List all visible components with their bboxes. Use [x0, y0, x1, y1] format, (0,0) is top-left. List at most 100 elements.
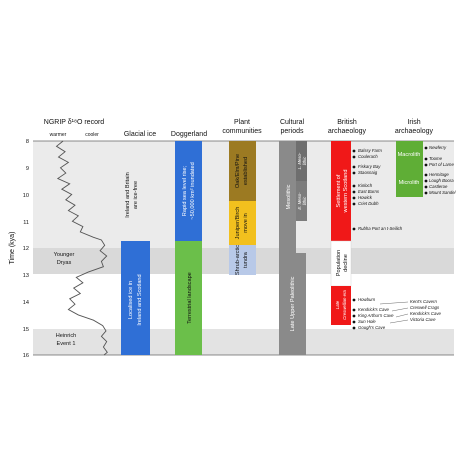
british-site-label: Howick — [358, 195, 373, 200]
cave-link-line — [389, 319, 409, 324]
cave-site-label: Kent's Cavern — [410, 299, 437, 304]
cave-link-line — [391, 307, 409, 312]
cave-link-line — [379, 301, 409, 305]
british-header-line2: archaeology — [328, 128, 367, 135]
y-tick-label: 15 — [23, 327, 29, 333]
site-marker-icon — [352, 320, 356, 324]
site-marker-icon — [352, 227, 356, 231]
site-marker-icon — [352, 190, 356, 194]
british-site-label: Gough's Cave — [358, 325, 386, 330]
irish-header-line2: archaeology — [395, 128, 434, 135]
ngrip-isotope-curve — [55, 140, 108, 356]
juniper-label-line2: move in — [243, 213, 249, 233]
mesolithic-bar — [279, 141, 296, 253]
site-marker-icon — [424, 179, 428, 183]
l-meso-label-line2: lithic — [302, 156, 307, 165]
oak-elm-pine-bar — [229, 141, 256, 201]
microlith-bar — [396, 167, 423, 197]
localised-ice-label-line2: Ireland and Scotland — [137, 274, 143, 325]
site-marker-icon — [352, 184, 356, 188]
cave-site-label: Victoria Cave — [410, 317, 436, 322]
site-marker-icon — [424, 146, 428, 150]
british-site-label: Criet Dubh — [358, 201, 379, 206]
l-meso-label-line1: L. Meso- — [297, 152, 302, 169]
irish-sites: Newferry Toome Port of Larne Hermitage L… — [424, 145, 457, 195]
y-tick-label: 9 — [26, 166, 29, 172]
site-marker-icon — [424, 163, 428, 167]
ice-free-label-line1: Ireland and Britain — [125, 172, 131, 217]
lupper-label: Late Upper Paleolithic — [290, 276, 296, 331]
oak-label-line1: Oak/Elm/Pine — [235, 154, 241, 188]
cave-sites: Kent's Cavern Creswell Crags Kendrick's … — [379, 299, 442, 324]
cave-link-line — [395, 313, 409, 318]
y-tick-label: 11 — [23, 220, 29, 226]
site-marker-icon — [424, 157, 428, 161]
decline-label-line1: Population — [336, 250, 342, 276]
british-sites: Balssy Farm Coulerach Fiskary Bay Staosn… — [352, 148, 403, 330]
ngrip-header: NGRIP δ¹⁸O record — [44, 119, 105, 126]
cooler-label: cooler — [85, 132, 99, 138]
site-marker-icon — [424, 185, 428, 189]
site-marker-icon — [352, 155, 356, 159]
shrub-label-line2: tundra — [243, 251, 249, 268]
cultural-header-line1: Cultural — [280, 119, 305, 126]
settlement-label-line1: Settlement of — [336, 174, 342, 207]
creswellian-label-line1: Late — [335, 300, 340, 309]
microlith-label: Microlith — [399, 180, 420, 186]
cave-site-label: Kendrick's Cave — [410, 311, 442, 316]
oak-label-line2: established — [243, 157, 249, 185]
british-site-label: Coulerach — [358, 154, 378, 159]
site-marker-icon — [352, 308, 356, 312]
irish-header-line1: Irish — [407, 119, 420, 126]
e-meso-label-line1: E. Meso- — [297, 192, 302, 210]
juniper-birch-bar — [229, 201, 256, 245]
localised-ice-label-line1: Localised ice in — [128, 281, 134, 319]
british-header-line1: British — [337, 119, 357, 126]
y-tick-label: 12 — [23, 246, 29, 252]
british-site-label: East Barns — [358, 189, 380, 194]
y-axis-label: Time (kya) — [9, 232, 16, 265]
site-marker-icon — [424, 173, 428, 177]
sea-level-label-line1: Rapid sea level rise; — [182, 165, 188, 216]
e-meso-label-line2: lithic — [302, 196, 307, 205]
irish-site-label: Mount Sandel — [429, 190, 457, 195]
terrestrial-landscape-label: Terrestrial landscape — [187, 272, 193, 324]
y-tick-label: 8 — [26, 139, 29, 145]
site-marker-icon — [352, 149, 356, 153]
e-meso-bar — [296, 181, 307, 221]
irish-site-label: Port of Larne — [429, 162, 454, 167]
y-tick-label: 13 — [23, 273, 29, 279]
decline-label-line2: decline — [343, 254, 349, 272]
cave-site-label: Creswell Crags — [410, 305, 440, 310]
shrub-label-line1: Shrub-arctic — [235, 245, 241, 275]
y-tick-label: 16 — [23, 353, 29, 359]
british-site-label: Staosnaig — [358, 170, 378, 175]
macrolith-bar — [396, 141, 423, 167]
site-marker-icon — [352, 196, 356, 200]
cultural-header-line2: periods — [281, 128, 304, 135]
background-band-heinrich — [33, 329, 454, 355]
site-marker-icon — [424, 191, 428, 195]
younger-dryas-label-line2: Dryas — [57, 260, 72, 266]
lupper-bar — [279, 253, 306, 355]
settlement-bar — [331, 141, 351, 241]
localised-ice-bar — [121, 241, 150, 355]
british-site-label: Rubha Port an t-Seilich — [358, 226, 403, 231]
site-marker-icon — [352, 171, 356, 175]
creswellian-bar — [331, 286, 351, 325]
plant-header-line1: Plant — [234, 119, 250, 126]
mesolithic-label: Mesolithic — [286, 184, 292, 209]
british-site-label: Fiskary Bay — [358, 164, 381, 169]
doggerland-sea-bar — [175, 141, 202, 241]
younger-dryas-label-line1: Younger — [54, 252, 75, 258]
shrub-tundra-bar — [229, 245, 256, 275]
glacial-ice-header: Glacial ice — [124, 131, 156, 138]
irish-site-label: Newferry — [429, 145, 447, 150]
site-marker-icon — [352, 314, 356, 318]
y-tick-label: 10 — [23, 193, 29, 199]
y-tick-label: 14 — [23, 300, 29, 306]
british-site-label: King Arthur's Cave — [358, 313, 394, 318]
background-band-middle — [33, 274, 454, 329]
site-marker-icon — [352, 165, 356, 169]
site-marker-icon — [352, 326, 356, 330]
